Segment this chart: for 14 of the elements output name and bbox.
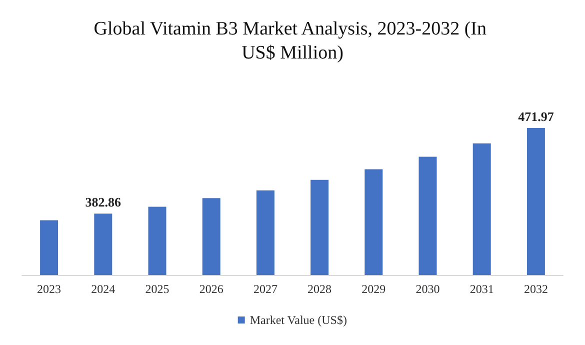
x-tick-label: 2023 (37, 282, 62, 296)
legend-label: Market Value (US$) (250, 313, 347, 327)
x-tick-label: 2027 (253, 282, 278, 296)
x-tick-label: 2031 (470, 282, 494, 296)
x-tick-label: 2025 (145, 282, 170, 296)
x-tick-label: 2026 (199, 282, 224, 296)
x-tick-label: 2029 (362, 282, 386, 296)
data-label: 471.97 (518, 109, 554, 124)
chart-title: Global Vitamin B3 Market Analysis, 2023-2032 (In US$ Million) (94, 18, 492, 64)
x-tick-label: 2024 (91, 282, 116, 296)
x-tick-label: 2032 (524, 282, 548, 296)
x-tick-label: 2028 (308, 282, 332, 296)
data-label: 382.86 (85, 194, 122, 210)
x-tick-label: 2030 (416, 282, 440, 296)
